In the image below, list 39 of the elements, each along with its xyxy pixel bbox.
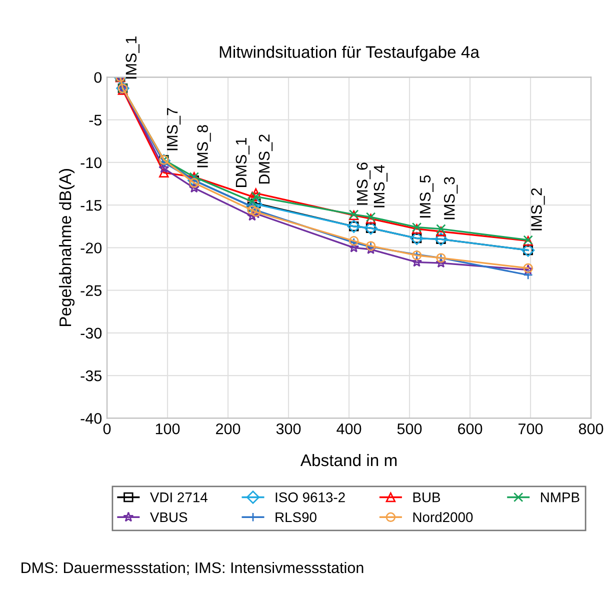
annotation: IMS_6 [356,162,371,205]
annotation: IMS_8 [197,125,211,168]
legend-label: VDI 2714 [150,492,208,502]
y-tick-label: -5 [89,114,102,126]
annotation: IMS_2 [531,188,545,230]
y-tick-label: -35 [80,370,102,382]
y-tick-label: -30 [80,328,102,339]
x-tick-label: 600 [458,423,482,434]
x-tick-label: 200 [216,423,240,434]
x-tick-label: 700 [518,423,543,434]
x-tick-label: 500 [397,423,422,434]
y-tick-label: -20 [80,242,102,254]
annotation: DMS_2 [258,134,273,184]
y-axis-title: Pegelabnahme dB(A) [58,169,75,326]
annotation: DMS_1 [236,138,250,187]
legend-label: ISO 9613-2 [276,492,345,502]
annotation: IMS_4 [374,164,388,208]
legend-label: RLS90 [276,512,316,522]
annotation: IMS_3 [444,177,458,220]
legend-label: BUB [413,492,440,502]
x-tick-label: 800 [578,423,604,434]
y-tick-label: -10 [80,157,102,168]
annotation: IMS_5 [420,175,434,218]
x-tick-label: 300 [276,423,301,434]
chart-title: Mitwindsituation für Testaufgabe 4a [220,46,480,62]
legend-label: VBUS [150,512,188,522]
x-tick-label: 400 [336,423,362,434]
annotation: IMS_7 [166,108,181,150]
x-tick-label: 100 [156,423,180,434]
annotation: IMS_1 [126,36,140,79]
y-tick-label: -40 [80,413,102,424]
legend-label: NMPB [541,492,580,502]
y-tick-label: 0 [94,72,102,83]
y-tick-label: -15 [80,200,102,211]
x-tick-label: 0 [103,423,111,434]
legend-label: Nord2000 [413,512,473,522]
text: DMS: Dauermessstation; IMS: Intensivmessstation [22,562,364,575]
y-tick-label: -25 [80,285,102,296]
x-axis-title: Abstand in m [300,454,397,466]
